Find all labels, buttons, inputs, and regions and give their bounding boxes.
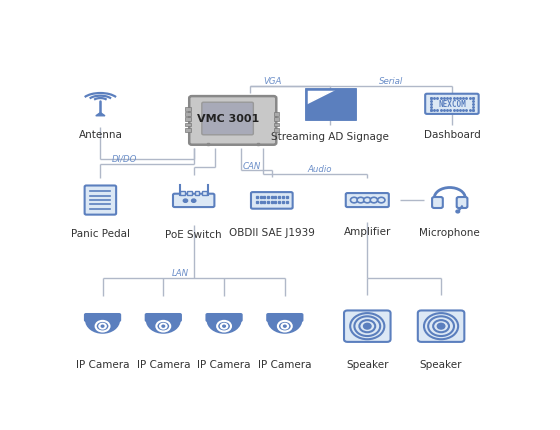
- Circle shape: [360, 320, 375, 332]
- FancyBboxPatch shape: [251, 193, 293, 209]
- Bar: [185, 113, 191, 116]
- Circle shape: [192, 200, 196, 203]
- Wedge shape: [86, 320, 119, 333]
- Circle shape: [217, 321, 231, 332]
- Text: Microphone: Microphone: [419, 228, 480, 238]
- Text: Speaker: Speaker: [346, 359, 389, 369]
- Circle shape: [363, 323, 371, 329]
- Text: CAN: CAN: [243, 162, 262, 171]
- Text: IP Camera: IP Camera: [258, 359, 311, 369]
- Polygon shape: [96, 114, 105, 117]
- Polygon shape: [307, 90, 335, 104]
- Text: IP Camera: IP Camera: [76, 359, 129, 369]
- FancyBboxPatch shape: [344, 311, 390, 342]
- Wedge shape: [208, 320, 241, 333]
- Bar: [202, 192, 207, 196]
- Bar: [180, 192, 185, 196]
- FancyBboxPatch shape: [432, 197, 443, 209]
- FancyBboxPatch shape: [206, 314, 242, 321]
- Text: Antenna: Antenna: [78, 129, 122, 139]
- FancyBboxPatch shape: [173, 194, 214, 208]
- Bar: [185, 123, 191, 127]
- Wedge shape: [268, 320, 301, 333]
- Circle shape: [183, 200, 188, 203]
- Bar: [274, 113, 279, 116]
- Text: IP Camera: IP Camera: [197, 359, 251, 369]
- FancyBboxPatch shape: [418, 311, 464, 342]
- Text: NEXCOM: NEXCOM: [438, 100, 466, 109]
- Text: DI/DO: DI/DO: [111, 154, 137, 163]
- FancyBboxPatch shape: [189, 97, 276, 145]
- Circle shape: [160, 324, 167, 329]
- Bar: [274, 123, 279, 127]
- Text: OBDII SAE J1939: OBDII SAE J1939: [229, 228, 315, 238]
- Circle shape: [156, 321, 170, 332]
- FancyBboxPatch shape: [425, 95, 479, 115]
- Circle shape: [96, 321, 109, 332]
- Text: Streaming AD Signage: Streaming AD Signage: [272, 132, 389, 142]
- Circle shape: [278, 321, 292, 332]
- FancyBboxPatch shape: [85, 314, 120, 321]
- Bar: [274, 118, 279, 122]
- Circle shape: [99, 324, 106, 329]
- FancyBboxPatch shape: [85, 186, 116, 215]
- Text: VGA: VGA: [264, 77, 282, 86]
- Circle shape: [162, 326, 165, 327]
- Circle shape: [437, 323, 445, 329]
- Bar: [187, 192, 192, 196]
- Text: Dashboard: Dashboard: [423, 129, 480, 139]
- Circle shape: [221, 324, 228, 329]
- Text: Amplifier: Amplifier: [344, 227, 391, 237]
- Text: Speaker: Speaker: [420, 359, 463, 369]
- FancyBboxPatch shape: [146, 314, 181, 321]
- FancyBboxPatch shape: [457, 197, 468, 209]
- Circle shape: [281, 324, 288, 329]
- Circle shape: [354, 316, 380, 336]
- FancyBboxPatch shape: [202, 103, 253, 135]
- Circle shape: [433, 320, 449, 332]
- Text: Panic Pedal: Panic Pedal: [71, 229, 130, 239]
- Circle shape: [357, 198, 365, 203]
- Text: IP Camera: IP Camera: [137, 359, 190, 369]
- Circle shape: [363, 198, 371, 203]
- Text: PoE Switch: PoE Switch: [165, 230, 222, 240]
- FancyBboxPatch shape: [306, 90, 355, 120]
- Circle shape: [456, 211, 460, 213]
- Text: LAN: LAN: [172, 268, 189, 277]
- FancyBboxPatch shape: [346, 194, 389, 208]
- Text: VMC 3001: VMC 3001: [197, 114, 260, 123]
- Bar: [185, 118, 191, 122]
- Circle shape: [223, 326, 225, 327]
- Bar: [185, 129, 191, 132]
- Bar: [194, 192, 199, 196]
- Bar: [274, 129, 279, 132]
- Circle shape: [351, 198, 358, 203]
- Circle shape: [428, 316, 454, 336]
- FancyBboxPatch shape: [267, 314, 302, 321]
- Wedge shape: [147, 320, 180, 333]
- Circle shape: [377, 198, 385, 203]
- Text: Serial: Serial: [379, 77, 403, 86]
- Circle shape: [101, 326, 104, 327]
- Text: Audio: Audio: [307, 165, 332, 174]
- Bar: [185, 108, 191, 112]
- Circle shape: [283, 326, 286, 327]
- Circle shape: [370, 198, 377, 203]
